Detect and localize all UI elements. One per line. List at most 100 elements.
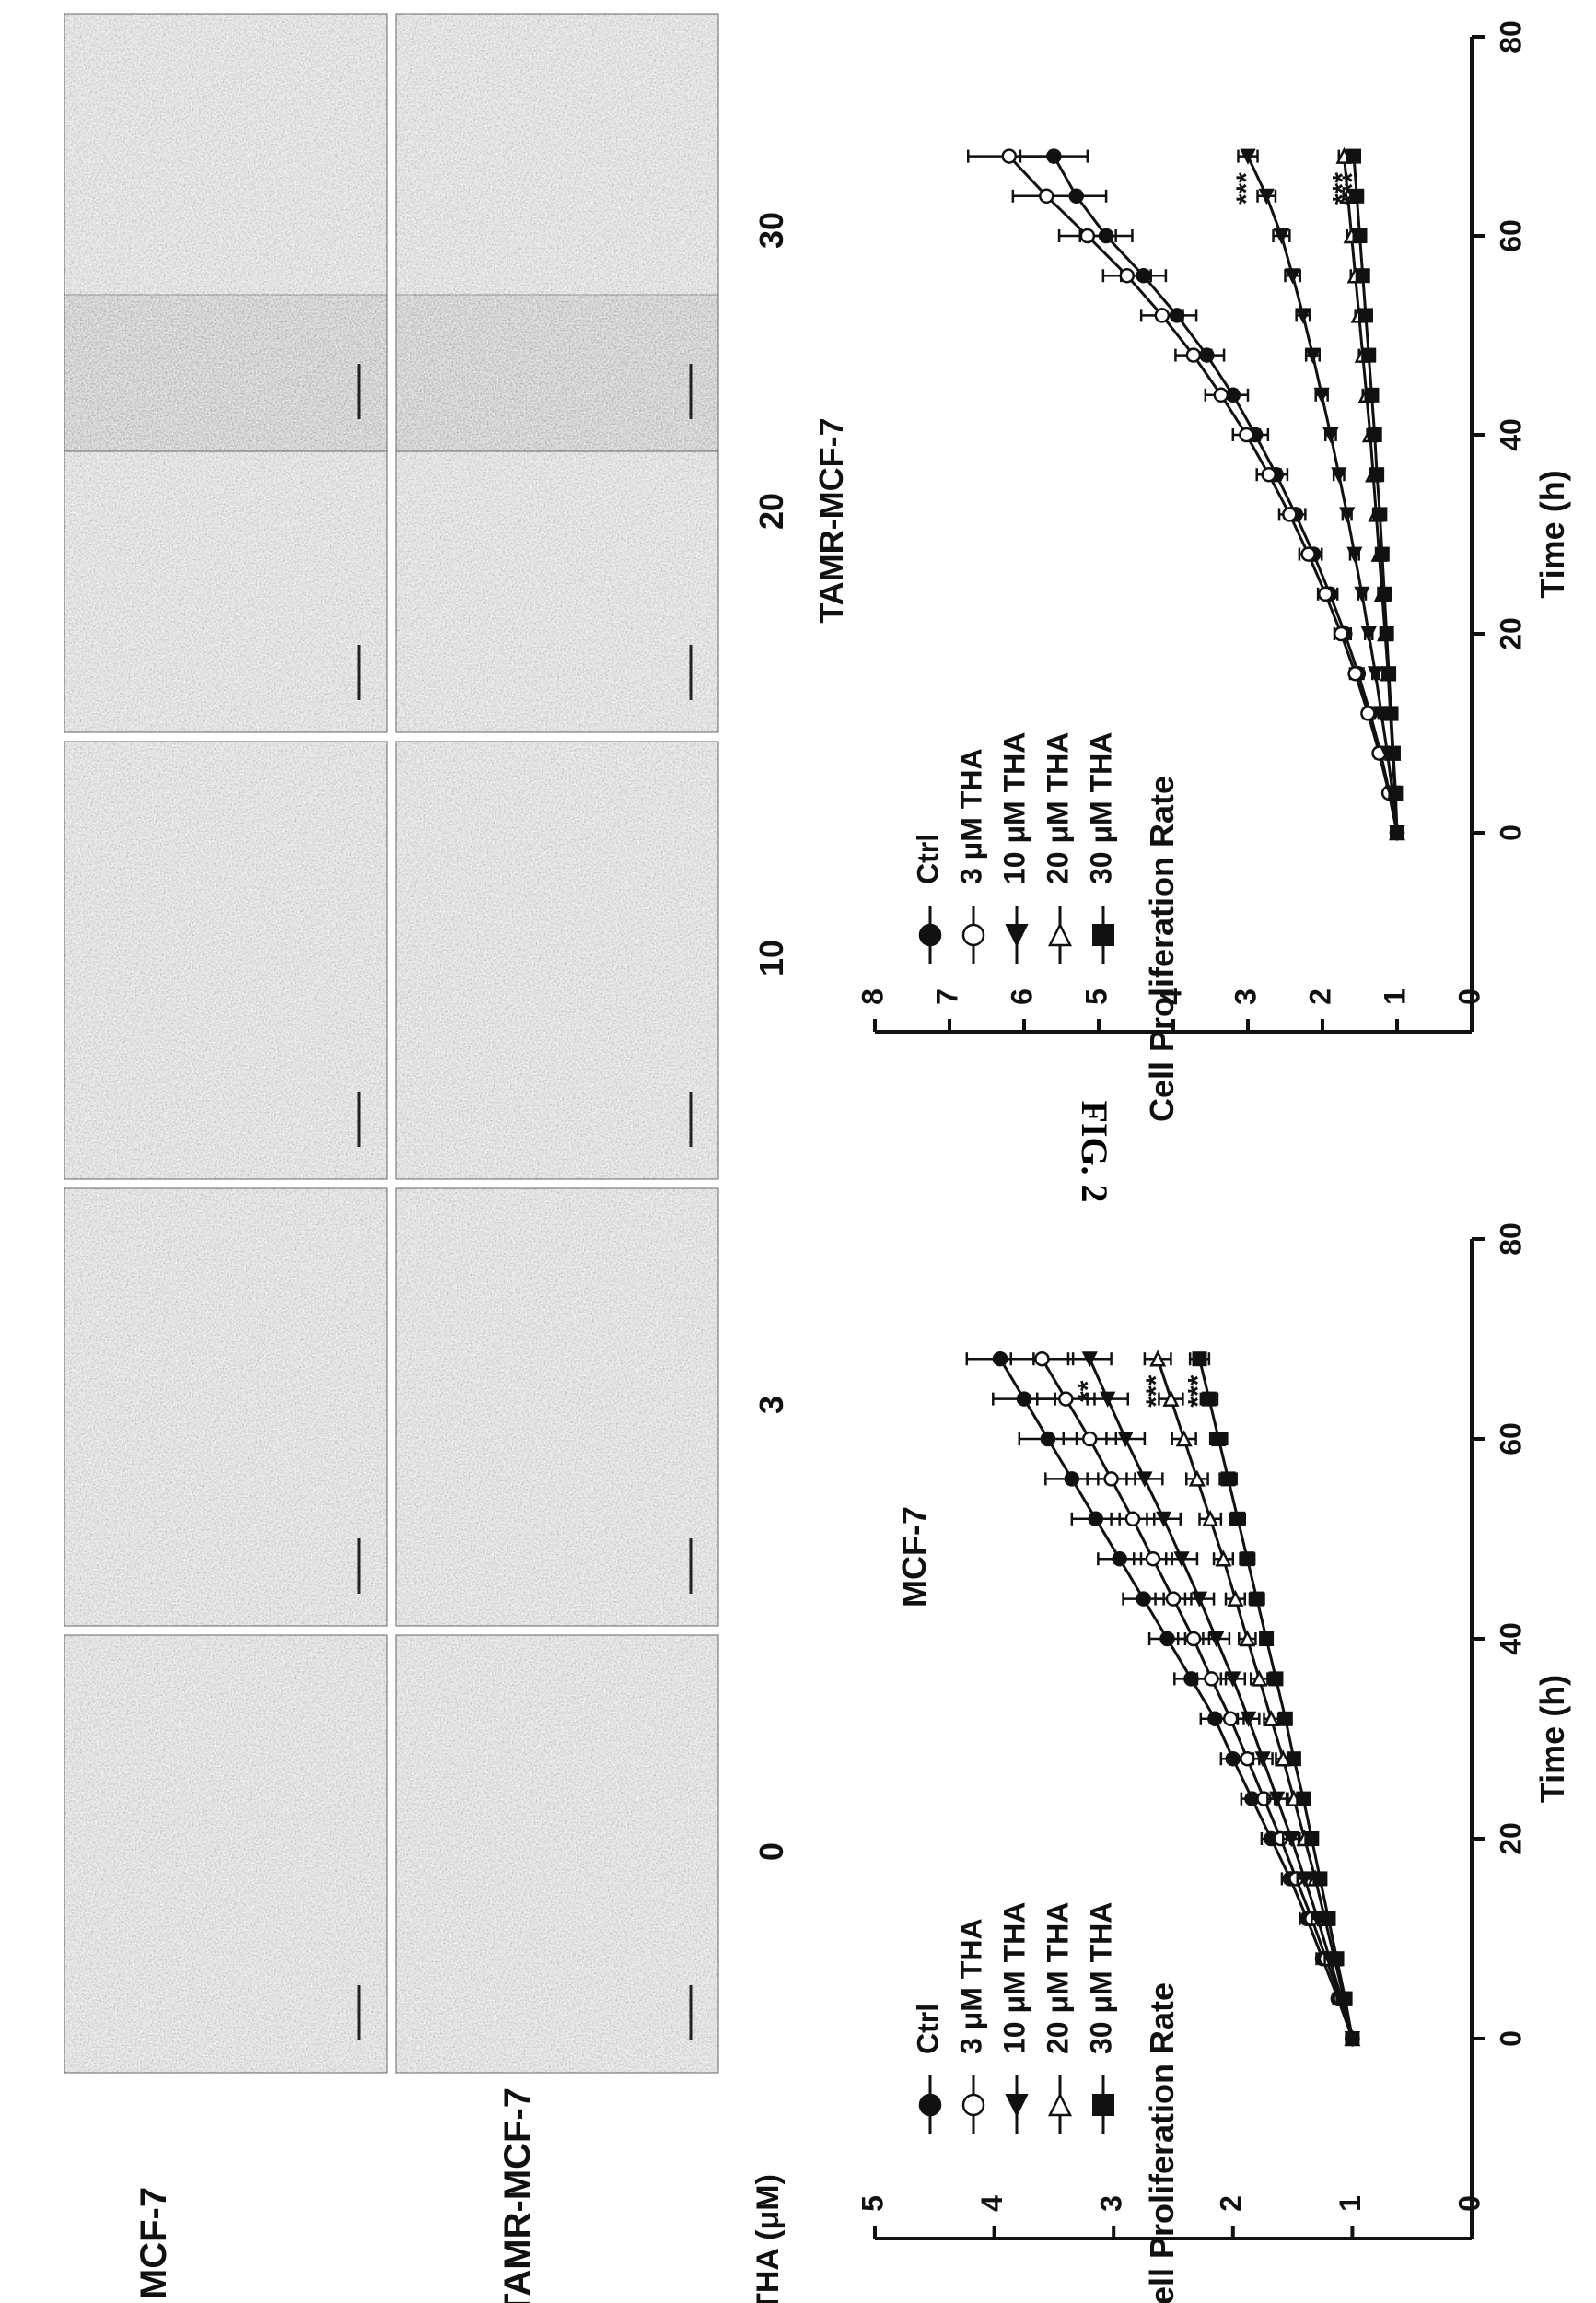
data-point [1088, 1511, 1104, 1527]
micrograph-mcf7-dose-2 [64, 741, 388, 1180]
micrograph-tamr-dose-1 [395, 1187, 719, 1627]
x-tick-label: 60 [1494, 219, 1527, 252]
data-point [1165, 1591, 1182, 1607]
data-point [1254, 1751, 1271, 1768]
significance-label: *** [1231, 172, 1262, 205]
data-point [1034, 1350, 1050, 1367]
data-point [1136, 1471, 1153, 1488]
data-point [1367, 427, 1382, 442]
data-point [1354, 586, 1370, 603]
data-point [1367, 666, 1384, 683]
data-point [1081, 1351, 1098, 1368]
micrograph-tamr-dose-0 [395, 1634, 719, 2074]
data-point [1159, 1631, 1175, 1647]
significance-label: *** [1182, 1374, 1213, 1407]
series-line [1053, 155, 1399, 834]
x-tick-label: 0 [1494, 824, 1527, 841]
data-point [1119, 267, 1136, 284]
data-point [1112, 1550, 1127, 1567]
dose-label: 10 [752, 940, 790, 976]
data-point [1251, 1669, 1268, 1687]
data-point [1361, 347, 1377, 363]
significance-label: ** [1073, 1380, 1103, 1402]
data-point [1346, 148, 1362, 164]
chart-title: TAMR-MCF-7 [812, 417, 850, 623]
series-0 [965, 1350, 1360, 2047]
series-line [1008, 155, 1399, 834]
micrograph-tamr-dose-2 [395, 741, 719, 1180]
data-point [1239, 427, 1254, 443]
micrograph-grid [64, 13, 719, 2074]
data-point [1239, 1630, 1256, 1647]
y-tick-label: 4 [1154, 988, 1187, 1005]
data-point [1058, 1391, 1074, 1407]
data-point [1204, 1671, 1219, 1687]
data-point [1275, 1749, 1292, 1767]
data-point [1360, 626, 1377, 643]
data-point [1124, 1511, 1141, 1527]
data-point [1240, 148, 1256, 165]
data-point [1005, 924, 1029, 948]
chart-mcf7: 0 20 40 60 80 0 1 2 3 4 5 Time (h) Cell Proliferatio… [856, 1222, 1571, 2303]
significance-label: *** [1337, 172, 1368, 205]
data-point [1082, 1431, 1098, 1447]
data-point [1047, 2092, 1073, 2117]
x-tick-label: 40 [1494, 1622, 1527, 1655]
series-1 [1009, 1350, 1360, 2047]
y-tick-label: 8 [856, 988, 889, 1005]
data-point [1339, 507, 1356, 523]
data-point [1334, 625, 1349, 642]
y-tick-label: 1 [1378, 988, 1411, 1005]
figure-title: FIG. 2 [1074, 1100, 1115, 1202]
x-tick-label: 60 [1494, 1422, 1527, 1455]
data-point [1313, 387, 1330, 404]
legend-label: 10 μM THA [997, 1902, 1031, 2054]
data-point [1369, 467, 1385, 483]
data-point [1269, 1791, 1286, 1807]
data-point [1185, 1631, 1202, 1647]
data-point [1215, 1549, 1232, 1567]
data-point [1385, 745, 1401, 761]
data-point [992, 1350, 1008, 1367]
micrograph-mcf7-dose-1 [64, 1187, 388, 1627]
legend-label: 30 μM THA [1084, 732, 1117, 884]
data-point [1208, 1631, 1225, 1648]
data-point [1377, 586, 1392, 602]
data-point [1249, 1591, 1264, 1607]
data-point [1173, 1551, 1190, 1568]
y-tick-label: 7 [930, 988, 963, 1005]
legend-label: 10 μM THA [997, 732, 1031, 884]
y-tick-label: 2 [1214, 2195, 1247, 2212]
data-point [1201, 1391, 1217, 1407]
legend-label: 20 μM THA [1041, 1902, 1074, 2054]
data-point [1258, 188, 1275, 205]
data-point [1188, 1469, 1206, 1487]
data-point [1016, 1391, 1032, 1407]
series-1 [967, 148, 1405, 841]
data-point [1388, 785, 1404, 801]
series-3: *** [1141, 1350, 1361, 2047]
data-point [1240, 1750, 1255, 1767]
x-tick-label: 40 [1494, 418, 1527, 451]
data-point [1329, 1951, 1345, 1967]
y-axis-title: Cell Proliferation Rate [1143, 1982, 1181, 2303]
data-point [1346, 546, 1363, 563]
data-point [1227, 1589, 1244, 1607]
dose-label: 30 [752, 212, 790, 249]
data-point [961, 923, 985, 947]
x-axis-title: Time (h) [1533, 470, 1571, 598]
data-point [1296, 1871, 1313, 1888]
data-point [1283, 1831, 1299, 1848]
data-point [1225, 1671, 1241, 1688]
data-point [1259, 1631, 1275, 1646]
data-point [1352, 228, 1368, 243]
data-point [1040, 1431, 1056, 1447]
x-tick-label: 80 [1494, 1222, 1527, 1256]
data-point [1284, 268, 1301, 285]
data-point [1220, 1471, 1236, 1487]
data-point [1383, 706, 1399, 721]
y-tick-label: 0 [1452, 2195, 1485, 2212]
y-tick-label: 1 [1334, 2195, 1367, 2212]
dose-labels: 0 3 10 20 30 [752, 212, 790, 1861]
data-point [1047, 922, 1073, 947]
